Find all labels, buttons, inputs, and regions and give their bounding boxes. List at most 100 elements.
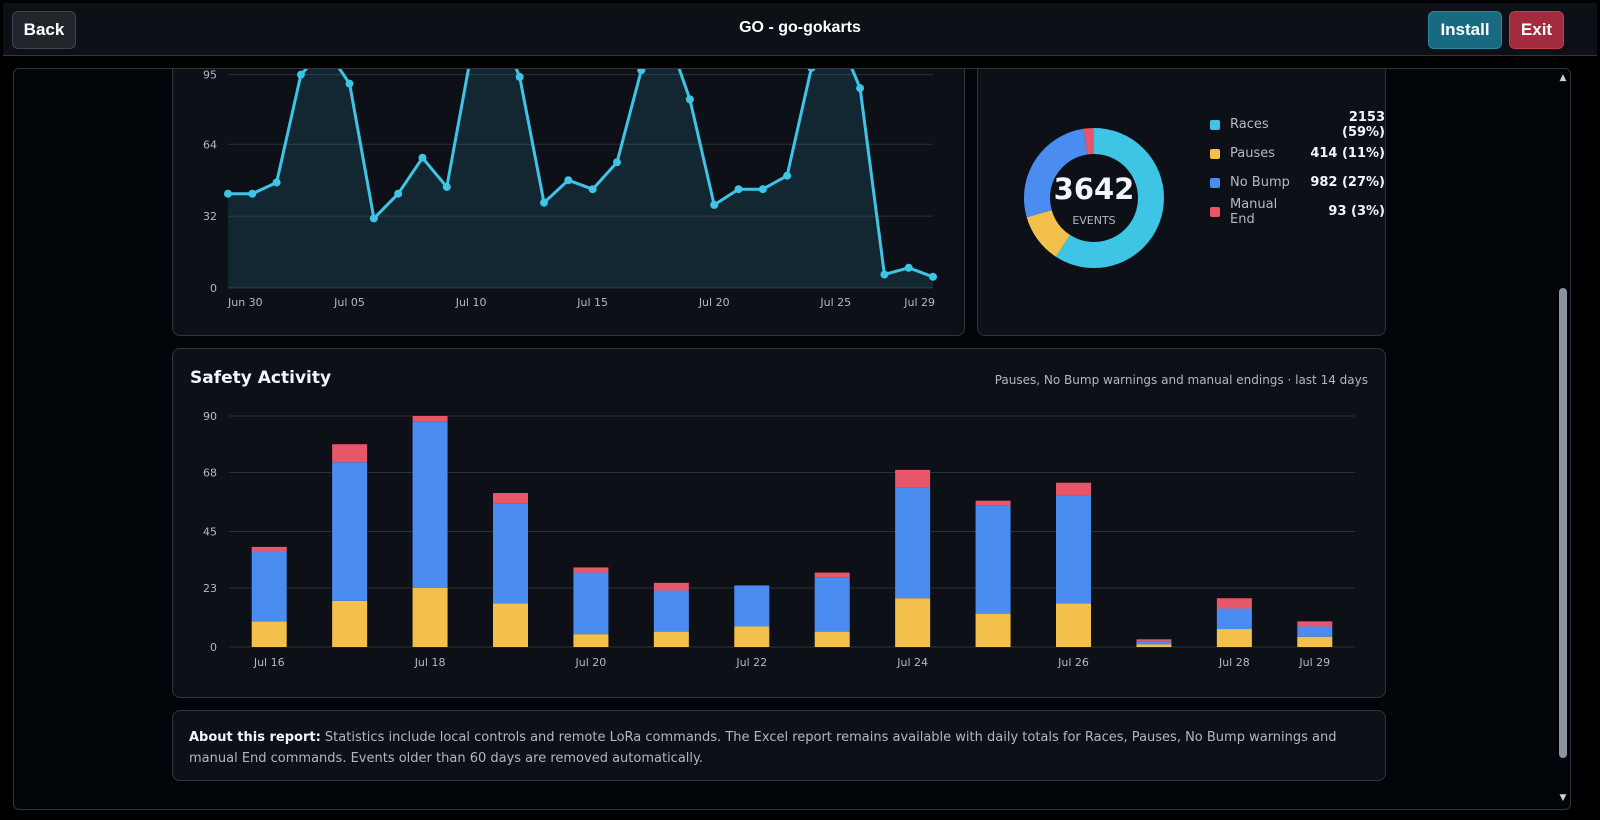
bar-segment	[975, 500, 1011, 506]
data-point	[515, 72, 524, 81]
y-tick-label: 0	[210, 282, 217, 295]
bar-segment	[412, 421, 448, 588]
bar-segment	[1056, 495, 1091, 604]
bar-segment	[251, 552, 287, 622]
about-lead: About this report:	[189, 730, 321, 745]
exit-button[interactable]: Exit	[1509, 11, 1564, 49]
legend-value: 414 (11%)	[1310, 146, 1385, 161]
y-tick-label: 64	[203, 138, 217, 151]
legend-manual-end: Manual End 93 (3%)	[1210, 196, 1385, 227]
x-tick-label: Jul 29	[903, 296, 935, 309]
legend-label: Races	[1230, 117, 1269, 132]
x-tick-label: Jul 20	[575, 656, 607, 669]
donut-legend: Races 2153 (59%) Pauses 414 (11%) No Bum…	[1210, 109, 1385, 227]
legend-pauses: Pauses 414 (11%)	[1210, 139, 1385, 168]
bar-segment	[895, 487, 931, 599]
series-area	[228, 69, 933, 288]
bar-segment	[895, 598, 931, 647]
bar-segment	[573, 572, 609, 635]
data-point	[612, 158, 621, 167]
bar-segment	[1136, 639, 1172, 642]
races-swatch	[1210, 119, 1220, 130]
y-tick-label: 0	[210, 641, 217, 654]
data-point	[442, 182, 451, 191]
bar-segment	[734, 585, 770, 627]
y-tick-label: 45	[203, 526, 217, 539]
bar-segment	[1056, 482, 1091, 496]
scrollbar-thumb[interactable]	[1559, 288, 1567, 758]
y-tick-label: 68	[203, 466, 217, 479]
bar-segment	[412, 416, 448, 422]
bar-segment	[332, 600, 368, 647]
manual-end-swatch	[1210, 206, 1220, 217]
bar-segment	[1136, 641, 1172, 645]
back-button[interactable]: Back	[12, 11, 76, 49]
data-point	[394, 189, 403, 198]
donut-slice	[1024, 128, 1164, 268]
bar-segment	[332, 462, 368, 601]
data-point	[880, 270, 889, 279]
bar-segment	[251, 546, 287, 553]
donut-total-label: EVENTS	[1072, 214, 1116, 227]
data-point	[345, 79, 354, 88]
legend-races: Races 2153 (59%)	[1210, 109, 1385, 140]
x-tick-label: Jul 29	[1298, 656, 1330, 669]
bar-segment	[895, 469, 931, 488]
x-tick-label: Jul 22	[735, 656, 767, 669]
data-point	[248, 189, 257, 198]
bar-segment	[975, 505, 1011, 614]
x-tick-label: Jul 20	[698, 296, 730, 309]
about-body: Statistics include local controls and re…	[189, 730, 1337, 766]
legend-label: Manual End	[1230, 196, 1278, 227]
x-tick-label: Jun 30	[227, 296, 263, 309]
bar-segment	[1297, 621, 1333, 627]
bar-segment	[653, 582, 689, 591]
y-tick-label: 95	[203, 69, 217, 82]
legend-no-bump: No Bump 982 (27%)	[1210, 168, 1385, 197]
data-point	[904, 263, 913, 272]
y-tick-label: 90	[203, 410, 217, 423]
install-button[interactable]: Install	[1428, 11, 1502, 49]
scroll-up-arrow[interactable]: ▲	[1559, 73, 1567, 83]
data-point	[369, 214, 378, 223]
bar-segment	[653, 631, 689, 647]
x-tick-label: Jul 18	[414, 656, 446, 669]
data-point	[564, 176, 573, 185]
x-tick-label: Jul 28	[1218, 656, 1250, 669]
x-tick-label: Jul 25	[819, 296, 851, 309]
data-point	[224, 189, 232, 198]
data-point	[710, 200, 719, 209]
legend-label: No Bump	[1230, 175, 1290, 190]
x-tick-label: Jul 15	[576, 296, 608, 309]
activity-line-chart: 0 32 64 95 Jun 30 Jul 05 Jul 10 Jul 15 Jul 20 Jul…	[203, 69, 937, 309]
x-tick-label: Jul 10	[455, 296, 487, 309]
page-title: GO - go-gokarts	[739, 19, 861, 36]
bar-segment	[653, 590, 689, 632]
bar-segment	[493, 503, 528, 604]
bar-segment	[412, 587, 448, 647]
data-point	[807, 69, 816, 72]
scroll-down-arrow[interactable]: ▼	[1559, 793, 1567, 803]
safety-activity-card: Safety Activity Pauses, No Bump warnings…	[172, 348, 1386, 698]
bar-segment	[1056, 603, 1091, 647]
safety-activity-subtitle: Pauses, No Bump warnings and manual endi…	[994, 373, 1368, 387]
bar-segment	[1297, 626, 1333, 637]
data-point	[856, 84, 865, 93]
bar-segment	[493, 603, 528, 647]
about-report-card: About this report: Statistics include lo…	[172, 710, 1386, 781]
data-point	[685, 95, 694, 104]
event-donut-chart	[1024, 128, 1164, 268]
data-point	[418, 153, 427, 162]
bar-segment	[493, 493, 528, 504]
activity-line-card: 0 32 64 95 Jun 30 Jul 05 Jul 10 Jul 15 Jul 20 Jul…	[172, 69, 965, 336]
legend-value: 2153 (59%)	[1342, 109, 1385, 140]
bar-segment	[1136, 644, 1172, 647]
bar-segment	[1216, 629, 1252, 647]
data-point	[734, 185, 743, 194]
data-point	[637, 69, 646, 75]
no-bump-swatch	[1210, 177, 1220, 188]
bar-segment	[975, 613, 1011, 647]
event-distribution-card: 3642 EVENTS Races 2153 (59%) Pauses 414 …	[977, 69, 1386, 336]
bar-segment	[332, 444, 368, 463]
bar-segment	[573, 567, 609, 573]
